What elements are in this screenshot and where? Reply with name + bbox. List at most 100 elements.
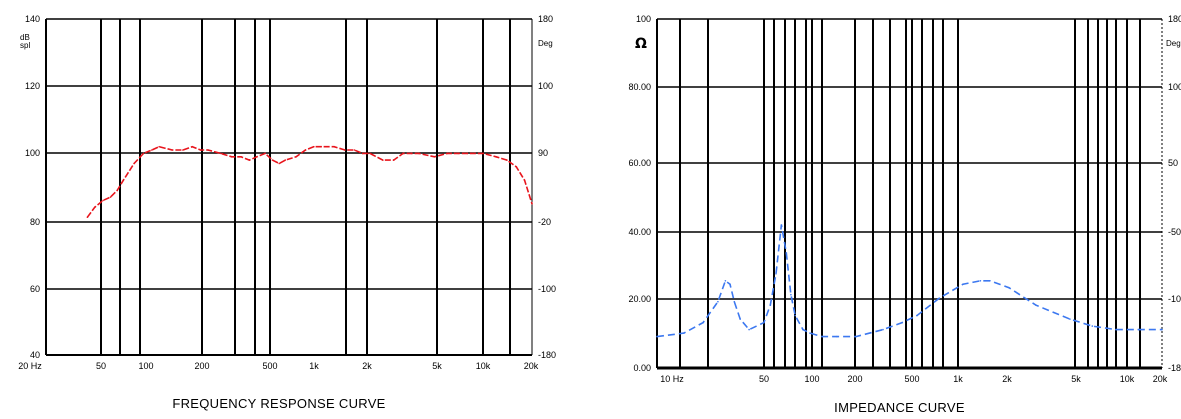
data-point	[962, 283, 964, 286]
y2-tick-label: 100	[1168, 82, 1181, 92]
data-point	[794, 314, 796, 317]
y2-tick-label: 180	[1168, 14, 1181, 24]
data-point	[938, 297, 941, 300]
data-point	[515, 166, 518, 168]
data-point	[433, 156, 436, 158]
data-point	[402, 152, 404, 155]
data-point	[116, 189, 118, 192]
y-tick-label: 40.00	[628, 227, 651, 237]
data-point	[109, 196, 112, 198]
data-point	[255, 156, 258, 158]
data-point	[482, 152, 485, 155]
data-point	[790, 293, 792, 296]
data-point	[855, 335, 857, 338]
x-tick-label: 1k	[953, 374, 963, 384]
data-point	[182, 149, 184, 151]
x-tick-label: 2k	[362, 361, 372, 371]
data-point	[763, 321, 765, 324]
data-point	[882, 328, 884, 331]
data-point	[748, 328, 750, 331]
x-tick-label: 100	[138, 361, 153, 371]
data-point	[802, 328, 804, 331]
y-unit-label: Ω	[635, 36, 647, 52]
data-point	[102, 199, 104, 202]
data-point	[457, 152, 459, 155]
data-point	[717, 300, 719, 303]
x-tick-label: 200	[194, 361, 209, 371]
data-point	[1115, 328, 1117, 331]
x-tick-label: 5k	[1071, 374, 1081, 384]
data-point	[1137, 328, 1140, 331]
y2-tick-label: -100	[1168, 294, 1181, 304]
data-point	[320, 145, 323, 148]
data-point	[392, 159, 395, 161]
data-point	[1035, 304, 1037, 307]
data-point	[271, 159, 274, 161]
y-tick-label: 80	[30, 217, 40, 227]
x-tick-label: 10k	[1120, 374, 1135, 384]
data-point	[821, 335, 823, 338]
y2-unit-label: Deg	[538, 39, 553, 48]
data-point	[122, 179, 125, 182]
y2-tick-label: -50	[1168, 227, 1181, 237]
data-point	[418, 152, 420, 155]
data-point	[171, 149, 173, 151]
data-point	[94, 206, 96, 208]
y2-tick-label: 90	[538, 148, 548, 158]
y2-unit-label: Deg	[1166, 39, 1181, 48]
data-point	[446, 152, 449, 155]
x-tick-label: 10k	[476, 361, 491, 371]
data-point	[785, 252, 788, 254]
data-point	[901, 321, 903, 324]
data-point	[333, 145, 335, 148]
data-point	[495, 156, 497, 158]
data-point	[361, 152, 364, 155]
data-point	[1091, 325, 1094, 327]
data-point	[506, 159, 508, 161]
y-tick-label: 100	[25, 148, 40, 158]
data-point	[809, 332, 811, 334]
data-point	[733, 300, 736, 303]
data-point	[979, 280, 982, 282]
y2-tick-label: 50	[1168, 158, 1178, 168]
data-point	[230, 156, 233, 158]
data-point	[295, 156, 297, 158]
y2-tick-label: 100	[538, 81, 553, 91]
data-point	[739, 318, 741, 320]
data-point	[304, 149, 307, 151]
y2-tick-label: 180	[538, 14, 553, 24]
y-tick-label: 60	[30, 284, 40, 294]
data-point	[220, 152, 222, 155]
y-tick-label: 100	[636, 14, 651, 24]
data-point	[916, 314, 918, 317]
data-point	[353, 149, 356, 151]
chart-title: FREQUENCY RESPONSE CURVE	[172, 396, 385, 411]
data-point	[199, 149, 202, 151]
data-point	[702, 321, 704, 324]
y2-tick-label: -180	[1168, 363, 1181, 373]
data-point	[775, 273, 777, 275]
data-point	[656, 335, 658, 338]
x-tick-label: 1k	[309, 361, 319, 371]
data-point	[466, 152, 469, 155]
x-tick-label: 100	[804, 374, 819, 384]
data-point	[1008, 286, 1010, 289]
data-point	[158, 145, 160, 148]
x-tick-label: 500	[904, 374, 919, 384]
x-tick-label: 500	[262, 361, 277, 371]
series-line	[86, 145, 533, 218]
data-point	[151, 149, 153, 151]
y-tick-label: 120	[25, 81, 40, 91]
y-tick-label: 140	[25, 14, 40, 24]
data-point	[729, 283, 731, 286]
x-tick-label: 20 Hz	[18, 361, 42, 371]
data-point	[769, 304, 772, 307]
x-tick-label: 2k	[1002, 374, 1012, 384]
x-tick-label: 20k	[1153, 374, 1168, 384]
data-point	[278, 162, 281, 165]
x-tick-label: 50	[759, 374, 769, 384]
data-point	[724, 280, 727, 282]
x-tick-label: 5k	[432, 361, 442, 371]
y2-tick-label: -20	[538, 217, 551, 227]
